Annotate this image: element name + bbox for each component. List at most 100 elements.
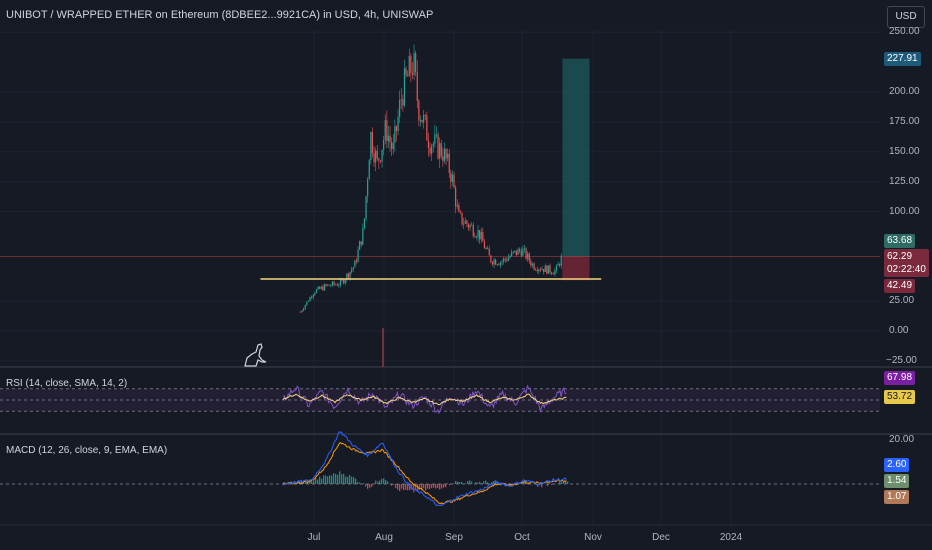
y-tick: 175.00 — [889, 116, 920, 127]
rsi-lines — [282, 384, 567, 415]
candle-body — [520, 250, 522, 256]
macd-histogram-bar — [561, 481, 563, 484]
macd-histogram-bar — [365, 484, 367, 487]
macd-histogram-bar — [549, 483, 551, 484]
macd-histogram-bar — [451, 484, 453, 485]
x-tick: Nov — [584, 532, 602, 543]
macd-histogram-bar — [333, 473, 335, 484]
position-stop-zone[interactable] — [562, 256, 590, 281]
macd-histogram-bar — [547, 484, 549, 486]
candle-body — [507, 257, 510, 261]
macd-histogram-bar — [325, 475, 327, 484]
candle-body — [551, 272, 553, 274]
macd-histogram-bar — [497, 481, 499, 484]
candle-body — [445, 149, 447, 159]
candle-body — [384, 120, 386, 140]
stop-price-badge: 42.49 — [884, 279, 916, 293]
macd-histogram-bar — [285, 484, 287, 485]
macd-histogram-bar — [433, 484, 435, 488]
macd-histogram-bar — [319, 476, 321, 484]
candle-body — [352, 267, 354, 270]
macd-histogram-bar — [397, 484, 399, 490]
x-tick: Jul — [307, 532, 321, 543]
candle-body — [477, 229, 479, 238]
candle-body — [415, 53, 417, 72]
candles — [299, 44, 562, 367]
candle-body — [472, 224, 474, 236]
candle-body — [360, 241, 362, 245]
candle-body — [557, 264, 559, 266]
candle-body — [490, 255, 492, 263]
candle-body — [403, 68, 406, 106]
target-price-badge: 227.91 — [884, 52, 921, 66]
candle-body — [546, 265, 548, 274]
macd-histogram-bar — [383, 478, 385, 484]
candle-body — [314, 292, 316, 295]
macd-histogram-bar — [431, 484, 433, 489]
candle-body — [544, 265, 546, 272]
macd-histogram-bar — [415, 484, 417, 491]
candle-body — [424, 115, 426, 116]
candle-body — [373, 153, 375, 163]
position-target-zone[interactable] — [562, 58, 590, 257]
candle-body — [560, 255, 562, 266]
candle-body — [427, 140, 430, 148]
candle-body — [435, 134, 438, 136]
candle-body — [437, 134, 439, 159]
candle-body — [402, 99, 404, 106]
candle-body — [482, 232, 484, 242]
macd-histogram-bar — [321, 478, 323, 484]
candle-body — [354, 260, 356, 268]
candle-body — [336, 284, 338, 286]
candle-body — [461, 212, 463, 225]
candle-body — [506, 259, 508, 261]
candle-body — [475, 237, 478, 238]
candle-body — [498, 264, 500, 266]
candle-body — [330, 285, 332, 287]
candle-body — [421, 120, 423, 123]
macd-histogram-bar — [455, 481, 457, 484]
macd-histogram-bar — [479, 481, 481, 484]
macd-histogram-bar — [399, 484, 401, 492]
candle-body — [375, 150, 377, 163]
candle-body — [530, 260, 532, 266]
macd-histogram-bar — [429, 484, 431, 489]
y-tick: 0.00 — [889, 325, 909, 336]
macd-histogram-bar — [357, 481, 359, 484]
macd-histogram-bar — [297, 483, 299, 484]
macd-histogram-bar — [565, 481, 567, 484]
macd-histogram-bar — [331, 475, 333, 484]
macd-histogram-bar — [441, 484, 443, 489]
candle-body — [405, 68, 407, 76]
candle-body — [410, 55, 412, 73]
candle-body — [467, 224, 470, 228]
macd-histogram-bar — [337, 474, 339, 484]
candle-body — [379, 160, 382, 162]
currency-button[interactable]: USD — [887, 6, 925, 28]
candle-body — [527, 253, 529, 259]
candle-body — [448, 153, 450, 173]
macd-histogram-bar — [407, 484, 409, 491]
candle-body — [371, 132, 374, 154]
macd-histogram-bar — [475, 482, 477, 484]
chart-title: UNIBOT / WRAPPED ETHER on Ethereum (8DBE… — [6, 9, 434, 21]
candle-body — [439, 143, 441, 159]
candle-body — [320, 286, 322, 289]
candle-body — [453, 174, 455, 188]
x-tick: Sep — [445, 532, 463, 543]
macd-histogram-bar — [403, 484, 405, 491]
macd-histogram-bar — [305, 482, 307, 484]
candle-body — [323, 284, 326, 291]
candle-body — [413, 53, 415, 75]
macd-histogram-bar — [311, 481, 313, 484]
candle-body — [552, 273, 554, 275]
macd-histogram-bar — [301, 480, 303, 484]
macd-histogram-bar — [439, 484, 441, 490]
macd-histogram-bar — [341, 474, 343, 484]
candle-body — [523, 248, 526, 250]
macd-histogram-bar — [363, 483, 365, 484]
macd-histogram-bar — [471, 481, 473, 484]
candle-body — [333, 281, 335, 285]
candle-body — [343, 280, 345, 284]
